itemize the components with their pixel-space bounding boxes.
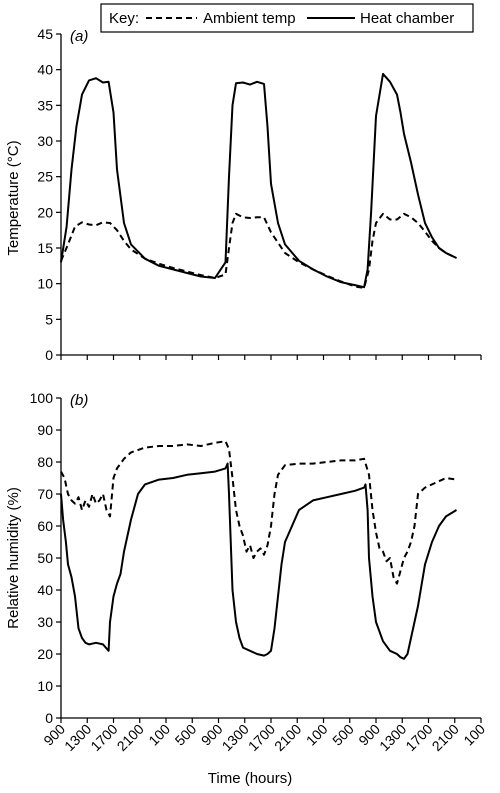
temp-ytick-label: 5: [45, 311, 53, 327]
rh-ytick-label: 30: [37, 614, 53, 630]
panel-a-label: (a): [70, 28, 88, 45]
xtick-label: 100: [145, 721, 173, 749]
rh-ytick-label: 50: [37, 550, 53, 566]
temp-ambient-series: [60, 212, 457, 289]
xtick-label: 1700: [402, 721, 435, 754]
temperature-panel: (a) Temperature (°C) 0 5 10 15 20 25 30 35 40 45: [5, 26, 482, 363]
temp-ytick-label: 45: [37, 26, 53, 42]
rh-ytick-label: 100: [30, 390, 54, 406]
rh-ytick-label: 90: [37, 422, 53, 438]
xtick-label: 1700: [245, 721, 278, 754]
xtick-label: 100: [303, 721, 331, 749]
panel-b-xlabel: Time (hours): [208, 770, 292, 787]
rh-ambient-series: [60, 440, 457, 585]
temp-ytick-label: 25: [37, 169, 53, 185]
rh-ytick-label: 20: [37, 646, 53, 662]
xtick-label: 500: [329, 721, 357, 749]
xtick-label: 1300: [376, 721, 409, 754]
xtick-label: 1300: [219, 721, 252, 754]
temp-ytick-label: 35: [37, 97, 53, 113]
temp-ytick-label: 40: [37, 62, 53, 78]
rh-ytick-label: 80: [37, 454, 53, 470]
temp-ytick-label: 15: [37, 240, 53, 256]
temp-ytick-label: 0: [45, 347, 53, 363]
humidity-panel: (b) Relative humidity (%) 0 10 20 30 40 50 60 7…: [5, 390, 488, 787]
panel-b-ylabel: Relative humidity (%): [5, 487, 22, 629]
legend-box: [100, 3, 474, 33]
temp-heat-chamber-series: [60, 72, 457, 289]
xtick-label: 1700: [87, 721, 120, 754]
xtick-label: 1300: [61, 721, 94, 754]
temp-ytick-label: 10: [37, 276, 53, 292]
temp-ytick-label: 20: [37, 204, 53, 220]
xtick-label: 2100: [114, 721, 147, 754]
panel-b-label: (b): [70, 392, 88, 409]
legend-ambient-label: Ambient temp: [203, 10, 296, 27]
xtick-label: 500: [172, 721, 200, 749]
rh-ytick-label: 40: [37, 582, 53, 598]
rh-ytick-label: 60: [37, 518, 53, 534]
rh-ytick-label: 70: [37, 486, 53, 502]
rh-heat-chamber-series: [60, 462, 458, 660]
xtick-label: 100: [460, 721, 488, 749]
xtick-label: 2100: [429, 721, 462, 754]
legend-key-label: Key:: [109, 10, 139, 27]
temp-ytick-label: 30: [37, 133, 53, 149]
rh-ytick-label: 10: [37, 678, 53, 694]
xtick-label: 2100: [271, 721, 304, 754]
panel-a-ylabel: Temperature (°C): [5, 140, 22, 255]
legend-heat-label: Heat chamber: [360, 10, 454, 27]
legend: Key: Ambient temp Heat chamber: [100, 3, 474, 33]
rh-ytick-label: 0: [45, 710, 53, 726]
